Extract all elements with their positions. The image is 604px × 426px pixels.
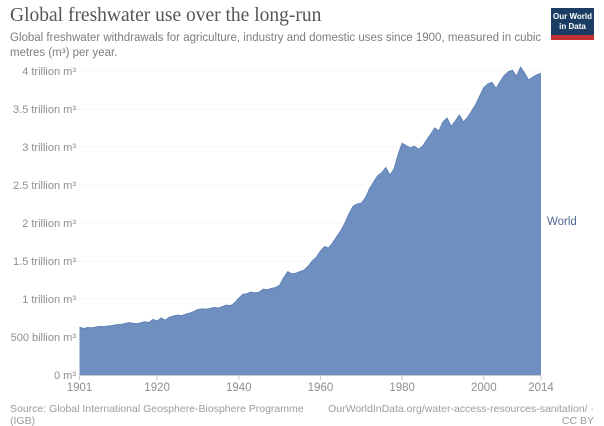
svg-text:2.5 trillion m³: 2.5 trillion m³ (13, 180, 76, 192)
footer-source: Source: Global International Geosphere-B… (10, 403, 304, 426)
svg-text:1940: 1940 (226, 382, 252, 394)
chart-header: Global freshwater use over the long-run … (10, 5, 542, 61)
svg-text:500 billion m³: 500 billion m³ (11, 332, 77, 344)
svg-text:1901: 1901 (67, 382, 93, 394)
svg-text:1.5 trillion m³: 1.5 trillion m³ (13, 256, 76, 268)
svg-text:1980: 1980 (389, 382, 415, 394)
footer-credit-link[interactable]: OurWorldInData.org/water-access-resource… (328, 403, 594, 426)
chart-footer: Source: Global International Geosphere-B… (10, 403, 594, 426)
series-label-world[interactable]: World (547, 216, 577, 228)
svg-text:0 m³: 0 m³ (54, 370, 76, 382)
svg-text:1920: 1920 (144, 382, 170, 394)
chart-subtitle: Global freshwater withdrawals for agricu… (10, 32, 542, 60)
svg-text:2000: 2000 (471, 382, 497, 394)
owid-logo[interactable]: Our World in Data (551, 8, 594, 40)
svg-text:2014: 2014 (528, 382, 554, 394)
svg-text:3 trillion m³: 3 trillion m³ (22, 142, 76, 154)
svg-text:1960: 1960 (308, 382, 334, 394)
chart-title: Global freshwater use over the long-run (10, 5, 322, 26)
svg-text:4 trillion m³: 4 trillion m³ (22, 66, 76, 78)
svg-text:3.5 trillion m³: 3.5 trillion m³ (13, 104, 76, 116)
svg-text:1 trillion m³: 1 trillion m³ (22, 294, 76, 306)
owid-logo-line1: Our World (553, 12, 592, 21)
svg-text:2 trillion m³: 2 trillion m³ (22, 218, 76, 230)
owid-logo-line2: in Data (559, 22, 586, 31)
